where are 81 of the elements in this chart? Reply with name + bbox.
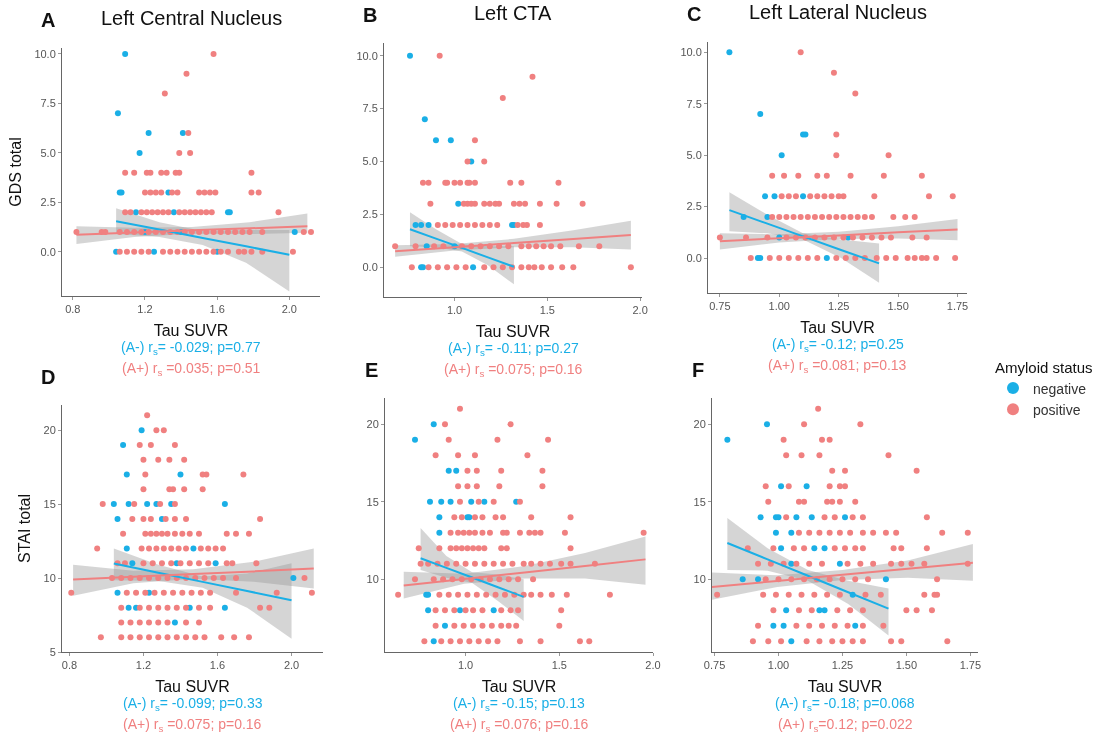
x-tick-label: 1.6 xyxy=(209,303,225,316)
x-axis-title: Tau SUVR xyxy=(481,677,557,695)
x-tick-label: 1.75 xyxy=(946,300,969,313)
y-tick-label: 10 xyxy=(366,573,379,586)
x-tick-label: 1.5 xyxy=(539,304,555,317)
text: (A-) r$_{s}$= -0.029; p=0.77 xyxy=(121,339,261,357)
text: (A+) r$_{s}$=0.12; p=0.022 xyxy=(778,716,913,734)
text: (A-) r$_{s}$= -0.18; p=0.068 xyxy=(775,695,915,713)
text: (A+) r$_{s}$ =0.075; p=0.16 xyxy=(123,716,262,734)
x-tick-label: 0.8 xyxy=(61,659,78,672)
y-tick-label: 2.5 xyxy=(40,196,56,209)
x-tick-label: 1.25 xyxy=(827,300,850,313)
text: (A-) r$_{s}$= -0.099; p=0.33 xyxy=(123,695,263,713)
y-tick-label: 7.5 xyxy=(40,97,56,110)
text: C xyxy=(687,3,702,25)
text: (A-) r$_{s}$= -0.12; p=0.25 xyxy=(772,336,904,354)
y-axis-title: STAI total xyxy=(16,493,34,564)
x-tick-label: 2.0 xyxy=(632,304,648,317)
x-tick-label: 2.0 xyxy=(281,303,297,316)
y-tick-label: 20 xyxy=(43,423,56,436)
text: (A+) r$_{s}$ =0.075; p=0.16 xyxy=(444,361,583,379)
y-tick-label: 2.5 xyxy=(362,208,378,221)
y-tick-label: 0.0 xyxy=(686,251,702,264)
y-tick-label: 5.0 xyxy=(362,155,378,168)
x-tick-label: 0.75 xyxy=(709,300,731,313)
y-tick-label: 5.0 xyxy=(40,146,56,159)
text: (A+) r$_{s}$ =0.081; p=0.13 xyxy=(768,357,907,375)
y-tick-label: 10 xyxy=(693,573,706,586)
legend-title: Amyloid status xyxy=(995,358,1093,376)
x-axis-title: Tau SUVR xyxy=(153,321,229,339)
y-tick-label: 2.5 xyxy=(686,200,702,213)
x-tick-label: 0.75 xyxy=(703,659,726,672)
x-tick-label: 1.0 xyxy=(457,659,474,672)
y-tick-label: 7.5 xyxy=(686,97,702,110)
chart-title: Left CTA xyxy=(474,2,553,24)
x-tick-label: 1.75 xyxy=(959,659,982,672)
text: (A-) r$_{s}$= -0.11; p=0.27 xyxy=(448,340,579,358)
chart-title: Left Lateral Nucleus xyxy=(749,1,927,23)
x-tick-label: 1.0 xyxy=(446,304,463,317)
x-tick-label: 1.2 xyxy=(135,659,152,672)
text: A xyxy=(41,9,56,31)
legend-label: positive xyxy=(1033,401,1081,418)
x-tick-label: 1.50 xyxy=(895,659,918,672)
y-tick-label: 0.0 xyxy=(40,245,56,258)
y-tick-label: 10.0 xyxy=(34,47,56,60)
y-tick-label: 10.0 xyxy=(680,46,702,59)
y-tick-label: 5 xyxy=(49,645,56,658)
legend-label: negative xyxy=(1033,380,1087,397)
y-tick-label: 5.0 xyxy=(686,149,702,162)
y-tick-label: 15 xyxy=(43,497,56,510)
y-tick-label: 10 xyxy=(43,571,56,584)
x-tick-label: 1.5 xyxy=(551,659,567,672)
y-axis-title: GDS total xyxy=(7,137,25,207)
x-tick-label: 1.2 xyxy=(137,303,153,316)
x-axis-title: Tau SUVR xyxy=(800,318,875,336)
y-tick-label: 20 xyxy=(693,418,706,431)
y-tick-label: 15 xyxy=(366,495,379,508)
x-tick-label: 1.00 xyxy=(767,659,790,672)
x-tick-label: 2.0 xyxy=(283,659,300,672)
y-tick-label: 15 xyxy=(693,495,706,508)
y-tick-label: 10.0 xyxy=(356,49,378,62)
text: E xyxy=(365,359,379,381)
x-tick-label: 1.50 xyxy=(887,300,909,313)
x-axis-title: Tau SUVR xyxy=(807,677,883,695)
text: (A+) r$_{s}$ =0.035; p=0.51 xyxy=(122,360,261,378)
x-tick-label: 1.6 xyxy=(209,659,226,672)
text: B xyxy=(363,4,378,26)
text: F xyxy=(692,359,705,381)
x-axis-title: Tau SUVR xyxy=(475,322,551,340)
y-tick-label: 7.5 xyxy=(362,102,378,115)
y-tick-label: 20 xyxy=(366,418,379,431)
x-tick-label: 1.25 xyxy=(831,659,854,672)
chart-title: Left Central Nucleus xyxy=(101,7,283,29)
x-tick-label: 1.00 xyxy=(768,300,790,313)
text: (A+) r$_{s}$ =0.076; p=0.16 xyxy=(450,716,589,734)
x-axis-title: Tau SUVR xyxy=(155,677,230,695)
text: D xyxy=(41,366,56,388)
x-tick-label: 0.8 xyxy=(65,303,81,316)
x-tick-label: 2.0 xyxy=(645,659,661,672)
y-tick-label: 0.0 xyxy=(362,261,378,274)
text: (A-) r$_{s}$= -0.15; p=0.13 xyxy=(453,695,585,713)
